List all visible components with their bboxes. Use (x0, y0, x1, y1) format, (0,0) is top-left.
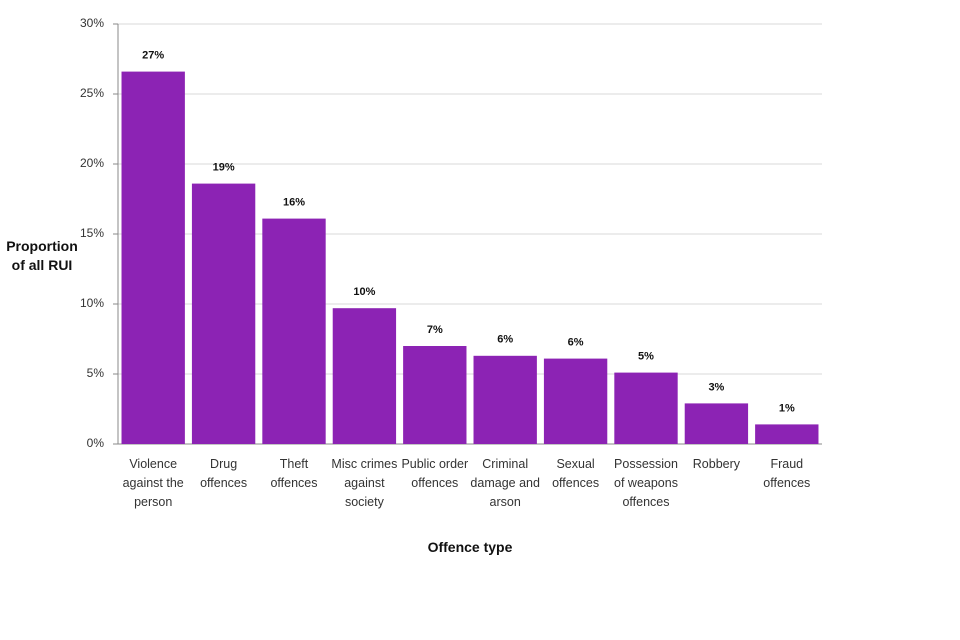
y-tick-label: 5% (87, 366, 105, 380)
value-label: 6% (568, 337, 584, 349)
bar (191, 183, 256, 444)
y-tick-label: 15% (80, 226, 104, 240)
value-label: 10% (353, 286, 375, 298)
x-axis-title: Offence type (427, 539, 513, 555)
y-axis-title: Proportion of all RUI (6, 238, 78, 273)
x-tick-label: Sexual offences (552, 457, 600, 490)
bar (262, 218, 326, 444)
value-label: 7% (427, 324, 443, 336)
bar (614, 372, 678, 444)
y-tick-label: 20% (80, 156, 104, 170)
x-tick-label: Theft offences (270, 457, 318, 490)
bar (755, 424, 819, 444)
x-tick-label: Possession of weapons offences (614, 457, 678, 509)
value-label: 6% (497, 334, 513, 346)
x-tick-label: Violence against the person (122, 457, 184, 509)
value-label: 19% (213, 162, 235, 174)
value-label: 27% (142, 50, 164, 62)
x-tick-label: Misc crimes against society (331, 457, 398, 509)
y-tick-label: 30% (80, 16, 104, 30)
bar (332, 308, 397, 444)
value-label: 5% (638, 351, 654, 363)
bar (473, 355, 537, 444)
y-tick-label: 0% (87, 436, 105, 450)
value-label: 1% (779, 402, 795, 414)
bar (684, 403, 749, 444)
bar (543, 358, 608, 444)
y-tick-label: 10% (80, 296, 104, 310)
x-tick-label: Fraud offences (763, 457, 811, 490)
value-label: 16% (283, 197, 305, 209)
bar (403, 346, 467, 444)
x-tick-label: Public order offences (401, 457, 469, 490)
x-tick-label: Criminal damage and arson (470, 457, 540, 509)
value-label: 3% (708, 381, 724, 393)
y-tick-label: 25% (80, 86, 104, 100)
x-tick-label: Robbery (692, 457, 741, 471)
x-tick-label: Drug offences (200, 457, 248, 490)
bar (121, 71, 185, 444)
